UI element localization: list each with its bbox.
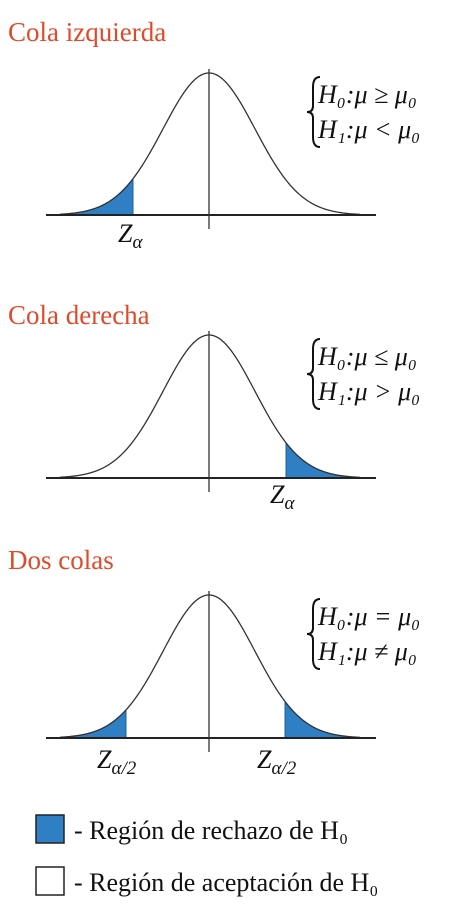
rejection-region	[67, 177, 134, 216]
rejection-region	[64, 708, 127, 739]
normal-curve	[59, 334, 361, 478]
z-subscript: α/2	[271, 758, 296, 779]
z-symbol: Z	[97, 745, 112, 774]
z-symbol: Z	[118, 219, 133, 248]
z-label: Zα	[118, 219, 143, 253]
hypothesis: H₁:μ < μ₀	[317, 115, 420, 144]
brace	[306, 76, 321, 148]
hypothesis: H₁:μ ≠ μ₀	[317, 637, 417, 666]
normal-curve	[59, 72, 361, 215]
legend-swatch	[35, 866, 65, 896]
z-subscript: α	[284, 493, 295, 514]
rejection-region	[285, 441, 351, 479]
rejection-region	[284, 700, 351, 739]
legend-label: - Región de aceptación de H₀	[74, 868, 378, 897]
hypothesis: H₀:μ ≥ μ₀	[317, 80, 417, 109]
brace	[306, 598, 321, 670]
brace	[306, 338, 321, 410]
hypothesis: H₀:μ = μ₀	[317, 602, 420, 631]
z-label: Zα	[270, 480, 295, 514]
z-label: Zα/2	[257, 745, 297, 779]
z-subscript: α/2	[111, 758, 136, 779]
hypothesis: H₁:μ > μ₀	[317, 377, 420, 406]
hypothesis: H₀:μ ≤ μ₀	[317, 342, 417, 371]
panel-title: Cola derecha	[8, 300, 150, 330]
z-label: Zα/2	[97, 745, 137, 779]
z-symbol: Z	[257, 745, 272, 774]
normal-curve	[59, 594, 361, 738]
legend-label: - Región de rechazo de H₀	[74, 816, 348, 845]
legend-swatch	[35, 814, 65, 844]
z-subscript: α	[132, 232, 143, 253]
panel-title: Cola izquierda	[8, 17, 166, 47]
z-symbol: Z	[270, 480, 285, 509]
panel-title: Dos colas	[8, 545, 114, 575]
